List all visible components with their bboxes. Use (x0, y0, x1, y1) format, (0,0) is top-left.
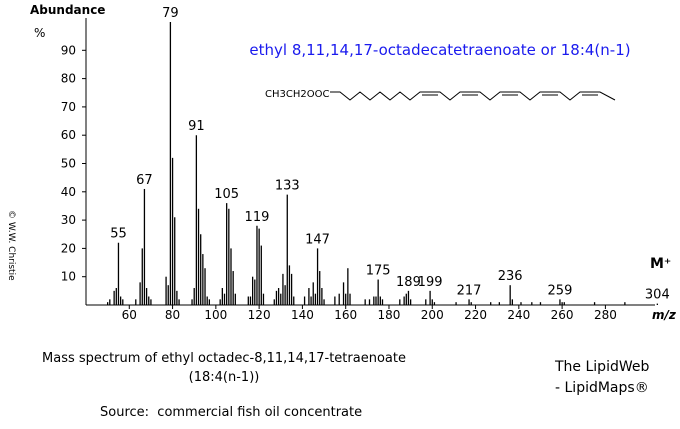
peak-label: 217 (457, 283, 482, 298)
peak-label: 175 (366, 264, 391, 279)
caption-line2: (18:4(n-1)) (189, 370, 260, 385)
peak-label: 79 (162, 6, 179, 21)
x-tick-label: 180 (378, 308, 401, 322)
peak-label: 67 (136, 173, 153, 188)
x-tick-label: 60 (122, 308, 137, 322)
x-tick-label: 120 (248, 308, 271, 322)
peak-label: 259 (548, 283, 573, 298)
y-unit: % (34, 26, 45, 40)
y-tick-label: 90 (61, 43, 76, 57)
structure (330, 91, 616, 101)
peak-label: 91 (188, 119, 205, 134)
y-tick-label: 50 (61, 157, 76, 171)
x-tick-label: 260 (551, 308, 574, 322)
x-tick-label: 80 (165, 308, 180, 322)
y-tick-label: 60 (61, 128, 76, 142)
peak-label: 236 (498, 269, 523, 284)
x-tick-label: 200 (421, 308, 444, 322)
y-tick-label: 10 (61, 270, 76, 284)
y-tick-label: 70 (61, 100, 76, 114)
molecular-ion-label: M⁺ (650, 256, 671, 272)
y-tick-label: 80 (61, 72, 76, 86)
peak-label: 119 (245, 210, 270, 225)
peak-label: 133 (275, 179, 300, 194)
x-tick-label: 280 (594, 308, 617, 322)
structure-label: CH3CH2OOC (265, 89, 329, 100)
peak-label: 199 (418, 275, 443, 290)
x-tick-label: 100 (204, 308, 227, 322)
peak-label: 105 (214, 187, 239, 202)
credit: © W.W. Christie (6, 210, 16, 281)
caption-line1: Mass spectrum of ethyl octadec-8,11,14,1… (42, 351, 406, 366)
x-tick-label: 140 (291, 308, 314, 322)
peak-label: 147 (305, 232, 330, 247)
y-label: Abundance (30, 3, 105, 17)
peak-label: 304 (645, 288, 670, 303)
x-tick-label: 160 (334, 308, 357, 322)
y-tick-label: 40 (61, 185, 76, 199)
y-tick-label: 30 (61, 213, 76, 227)
source: Source: commercial fish oil concentrate (100, 405, 362, 420)
x-label: m/z (652, 308, 677, 322)
x-tick-label: 240 (507, 308, 530, 322)
x-tick-label: 220 (464, 308, 487, 322)
peak-label: 189 (396, 275, 421, 290)
y-tick-label: 20 (61, 241, 76, 255)
chart-title: ethyl 8,11,14,17-octadecatetraenoate or … (249, 41, 630, 59)
brand-line2: - LipidMaps® (555, 380, 649, 396)
brand-line1: The LipidWeb (554, 359, 649, 375)
peak-label: 55 (110, 227, 127, 242)
